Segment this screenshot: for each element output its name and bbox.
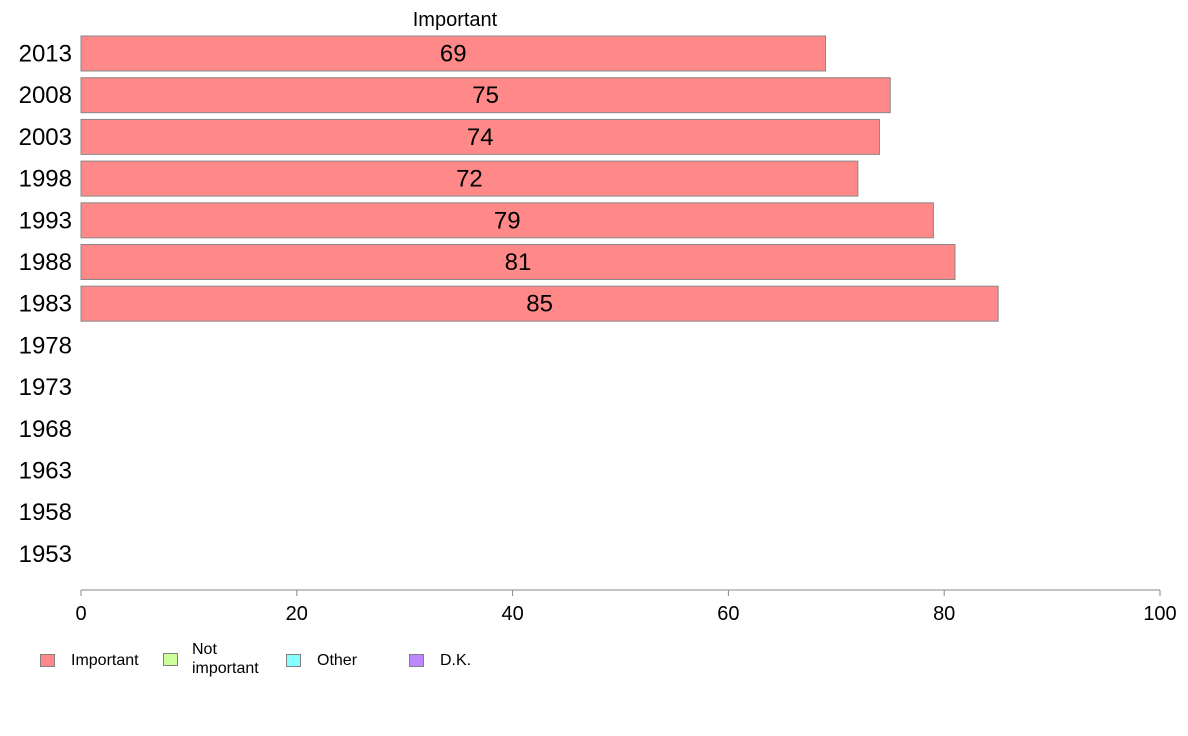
legend: Important Not important Other D.K.	[0, 640, 1188, 690]
bar	[80, 160, 859, 197]
legend-item-not-important: Not important	[163, 640, 274, 678]
legend-label-dk: D.K.	[440, 652, 472, 669]
legend-swatch-other	[286, 654, 301, 667]
series-header: Important	[413, 9, 498, 31]
year-label: 1993	[19, 207, 72, 234]
year-label: 1983	[19, 291, 72, 318]
year-label: 1963	[19, 458, 72, 485]
bar-value-label: 85	[526, 291, 553, 318]
legend-label-other: Other	[317, 652, 358, 669]
year-label: 1998	[19, 166, 72, 193]
bar	[80, 244, 956, 280]
x-tick-label: 20	[286, 603, 308, 625]
bar-value-label: 81	[505, 249, 532, 276]
year-label: 2013	[19, 41, 72, 68]
bar	[80, 77, 891, 114]
year-label: 2008	[19, 82, 72, 109]
bar	[80, 285, 999, 322]
year-label: 1958	[19, 499, 72, 526]
bar	[80, 118, 880, 155]
legend-item-important: Important	[40, 651, 139, 670]
year-label: 2003	[19, 124, 72, 151]
year-labels: 2013 2008 2003 1998 1993 1988 1983 1978 1973 1968…	[19, 41, 72, 568]
year-label: 1988	[19, 249, 72, 276]
year-label: 1973	[19, 374, 72, 401]
year-label: 1968	[19, 416, 72, 443]
bar-value-label: 79	[494, 207, 521, 234]
bar	[80, 35, 827, 72]
year-label: 1978	[19, 332, 72, 359]
x-tick-label: 0	[75, 603, 86, 625]
legend-swatch-dk	[409, 654, 424, 667]
legend-item-other: Other	[286, 651, 357, 670]
legend-label-not-important: Not important	[192, 641, 259, 677]
legend-label-important: Important	[71, 652, 139, 669]
legend-item-dk: D.K.	[409, 651, 471, 670]
bar-value-label: 72	[456, 166, 483, 193]
bar-value-label: 75	[472, 82, 499, 109]
legend-swatch-important	[40, 654, 55, 667]
year-label: 1953	[19, 541, 72, 568]
x-axis: 0 20 40 60 80 100	[75, 589, 1177, 625]
x-tick-label: 60	[717, 603, 739, 625]
legend-swatch-not-important	[163, 652, 178, 666]
x-tick-label: 40	[501, 603, 523, 625]
bar-value-label: 69	[440, 41, 467, 68]
bar	[80, 202, 934, 239]
x-tick-label: 80	[933, 603, 955, 625]
x-tick-label: 100	[1143, 603, 1176, 625]
bar-value-label: 74	[467, 124, 494, 151]
